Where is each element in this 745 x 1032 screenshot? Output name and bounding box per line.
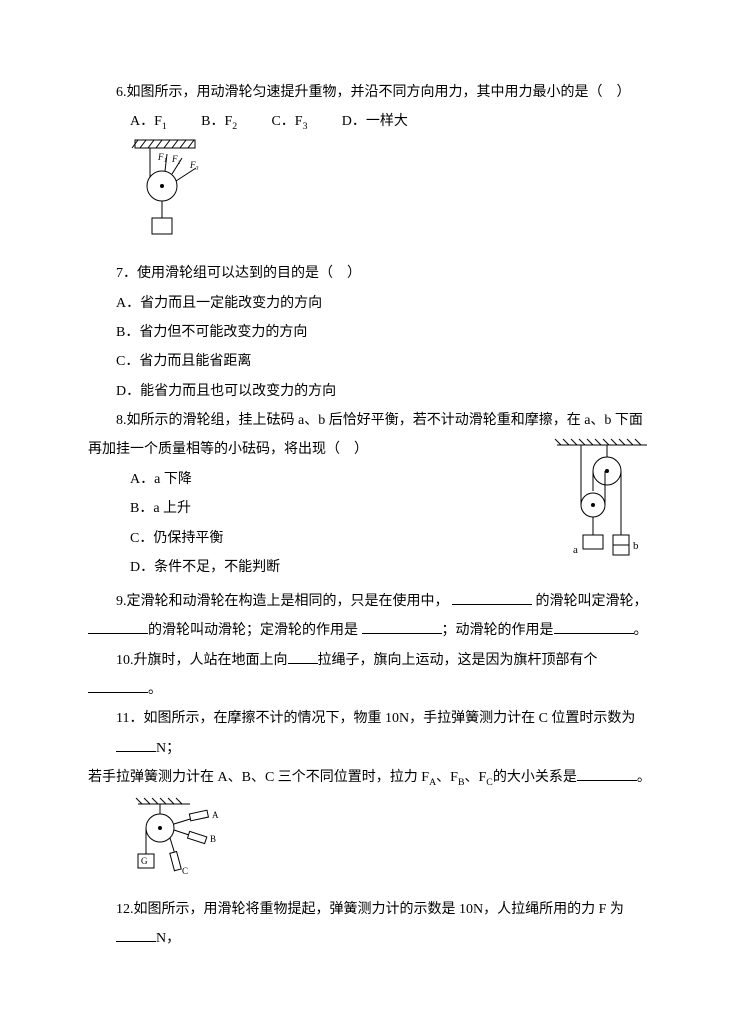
blank: [116, 737, 156, 752]
q8-stem-2b: ）: [354, 442, 368, 457]
q8-stem-2: 再加挂一个质量相等的小砝码，将出现（ ）: [88, 435, 547, 464]
q9-p1: 9.定滑轮和动滑轮在构造上是相同的，只是在使用中，: [116, 594, 449, 609]
q10: 10.升旗时，人站在地面上向 拉绳子，旗向上运动，这是因为旗杆顶部有个。: [88, 646, 657, 705]
svg-text:F₂: F₂: [171, 154, 181, 164]
q6-stem: 6.如图所示，用动滑轮匀速提升重物，并沿不同方向用力，其中用力最小的是（ ）: [88, 78, 657, 107]
q6-optB: B．F2: [201, 114, 237, 129]
q6-optA: A．F1: [130, 114, 167, 129]
q11-3e: 。: [637, 770, 651, 785]
q6-figure: F₁ F₂ F₃: [88, 138, 657, 259]
q7-stem-a: 7．使用滑轮组可以达到的目的是（: [116, 266, 333, 281]
q6-optC: C．F3: [271, 114, 307, 129]
q11-3d: 的大小关系是: [493, 770, 577, 785]
q9-p2: 的滑轮叫定滑轮，: [536, 594, 648, 609]
q7-stem-b: ）: [347, 266, 361, 281]
q8-label-b: b: [633, 540, 639, 552]
q9b: 的滑轮叫动滑轮；定滑轮的作用是 ；动滑轮的作用是 。: [88, 616, 657, 645]
q11-figure: G A B C: [88, 794, 657, 895]
svg-text:G: G: [141, 856, 148, 866]
q6-optD: D．一样大: [342, 114, 408, 129]
q8-optB: B．a 上升: [88, 494, 547, 523]
q9-p3: 的滑轮叫动滑轮；定滑轮的作用是: [148, 623, 358, 638]
q7-optC: C．省力而且能省距离: [88, 347, 657, 376]
q7-optB: B．省力但不可能改变力的方向: [88, 318, 657, 347]
blank: [288, 649, 318, 664]
q7-optA: A．省力而且一定能改变力的方向: [88, 289, 657, 318]
blank: [88, 619, 148, 634]
q6-options: A．F1 B．F2 C．F3 D．一样大: [88, 107, 657, 137]
q8-optA: A．a 下降: [88, 465, 547, 494]
blank: [577, 766, 637, 781]
q10-p3: 。: [148, 682, 162, 697]
q8-optC: C．仍保持平衡: [88, 524, 547, 553]
q6-stem-text-b: ）: [617, 85, 631, 100]
q11-line2: N；: [88, 734, 657, 763]
q7-optD: D．能省力而且也可以改变力的方向: [88, 377, 657, 406]
svg-text:C: C: [182, 866, 188, 876]
q8-stem-1: 8.如所示的滑轮组，挂上砝码 a、b 后恰好平衡，若不计动滑轮重和摩擦，在 a、…: [88, 406, 657, 435]
q11-line3: 若手拉弹簧测力计在 A、B、C 三个不同位置时，拉力 FA、FB、FC的大小关系…: [88, 763, 657, 793]
q8-stem-2a: 再加挂一个质量相等的小砝码，将出现（: [88, 442, 340, 457]
svg-text:B: B: [210, 834, 216, 844]
q9-p5: 。: [634, 623, 648, 638]
q12-line2: N，: [88, 924, 657, 953]
q8-figure: a b: [547, 435, 657, 586]
q7-stem: 7．使用滑轮组可以达到的目的是（ ）: [88, 259, 657, 288]
q11-line1: 11．如图所示，在摩擦不计的情况下，物重 10N，手拉弹簧测力计在 C 位置时示…: [88, 704, 657, 733]
q9-p4: ；动滑轮的作用是: [442, 623, 554, 638]
blank: [452, 590, 532, 605]
q8-label-a: a: [573, 544, 578, 556]
svg-text:A: A: [212, 810, 219, 820]
q11-3a: 若手拉弹簧测力计在 A、B、C 三个不同位置时，拉力 F: [88, 770, 429, 785]
pulley-system-icon: a b: [547, 435, 657, 575]
blank: [88, 678, 148, 693]
q8-row: 再加挂一个质量相等的小砝码，将出现（ ） A．a 下降 B．a 上升 C．仍保持…: [88, 435, 657, 586]
q10-p1: 10.升旗时，人站在地面上向: [116, 653, 288, 668]
q9: 9.定滑轮和动滑轮在构造上是相同的，只是在使用中， 的滑轮叫定滑轮，: [88, 587, 657, 616]
q8-optD: D．条件不足，不能判断: [88, 553, 547, 582]
q11-3b: 、F: [436, 770, 458, 785]
blank: [116, 927, 156, 942]
q12-line1: 12.如图所示，用滑轮将重物提起，弹簧测力计的示数是 10N，人拉绳所用的力 F…: [88, 895, 657, 924]
q6-stem-text-a: 6.如图所示，用动滑轮匀速提升重物，并沿不同方向用力，其中用力最小的是（: [116, 85, 603, 100]
pulley-icon: F₁ F₂ F₃: [130, 138, 210, 248]
svg-text:F₁: F₁: [157, 152, 167, 162]
q10-p2: 拉绳子，旗向上运动，这是因为旗杆顶部有个: [318, 653, 598, 668]
blank: [362, 619, 442, 634]
pulley-abc-icon: G A B C: [130, 794, 230, 884]
q11-3c: 、F: [465, 770, 487, 785]
svg-text:F₃: F₃: [189, 160, 199, 170]
blank: [554, 619, 634, 634]
